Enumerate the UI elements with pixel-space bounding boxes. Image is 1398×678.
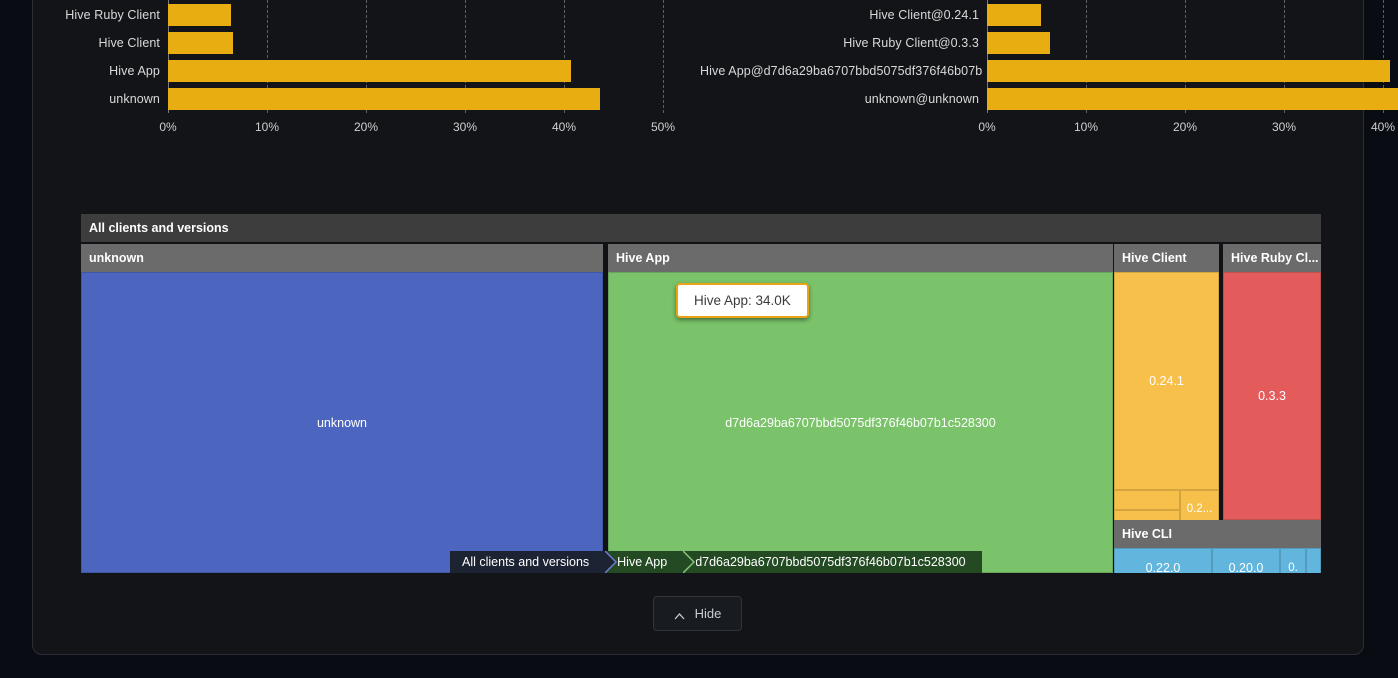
- bar-row[interactable]: Hive App: [60, 57, 680, 85]
- treemap-cell[interactable]: unknown: [81, 272, 603, 573]
- bar[interactable]: [987, 60, 1390, 82]
- gridline: [1383, 0, 1384, 113]
- breadcrumb-item[interactable]: All clients and versions: [450, 551, 619, 573]
- chart-client-versions-ticks: 0%10%20%30%40%50%: [700, 120, 1395, 138]
- axis-tick-label: 30%: [1271, 120, 1297, 134]
- treemap-group-body: 0.22.0 0.20.0 0.: [1114, 548, 1321, 573]
- treemap[interactable]: All clients and versions unknown unknown…: [81, 214, 1321, 573]
- breadcrumb-item[interactable]: d7d6a29ba6707bbd5075df376f46b07b1c528300: [683, 551, 982, 573]
- axis-tick-label: 20%: [1172, 120, 1198, 134]
- breadcrumb-item-label: Hive App: [617, 555, 668, 569]
- bar-category-label: Hive Ruby Client@0.3.3: [843, 36, 979, 50]
- bar-category-label: Hive App@d7d6a29ba6707bbd5075df376f46b07…: [700, 64, 983, 78]
- bar-category-label: unknown@unknown: [864, 92, 979, 106]
- gridline: [1086, 0, 1087, 113]
- treemap-group-hive-app[interactable]: Hive App d7d6a29ba6707bbd5075df376f46b07…: [608, 244, 1113, 573]
- treemap-group-header: Hive Client: [1114, 244, 1219, 272]
- treemap-cell[interactable]: [1114, 510, 1180, 520]
- treemap-group-unknown[interactable]: unknown unknown: [81, 244, 603, 573]
- chart-clients-ticks: 0% 10% 20% 30% 40% 50%: [60, 120, 680, 138]
- axis-tick-label: 40%: [1370, 120, 1396, 134]
- treemap-group-body: 0.24.1 0.2...: [1114, 272, 1219, 520]
- hide-button-label: Hide: [694, 606, 722, 621]
- treemap-group-header: Hive App: [608, 244, 1113, 272]
- treemap-group-hive-cli[interactable]: Hive CLI 0.22.0 0.20.0 0.: [1114, 520, 1321, 573]
- chart-clients: Hive Ruby Client Hive Client Hive App unkno…: [60, 0, 680, 145]
- bar-row[interactable]: Hive Client@0.24.1: [700, 1, 1330, 29]
- breadcrumb-chevron-icon: [605, 551, 619, 573]
- treemap-group-header: unknown: [81, 244, 603, 272]
- treemap-cell[interactable]: 0.: [1280, 548, 1306, 573]
- treemap-group-body: d7d6a29ba6707bbd5075df376f46b07b1c528300: [608, 272, 1113, 573]
- bar-category-label: Hive Ruby Client: [65, 8, 160, 22]
- treemap-cell[interactable]: [1114, 490, 1180, 510]
- breadcrumb-item-label: d7d6a29ba6707bbd5075df376f46b07b1c528300: [695, 555, 966, 569]
- gridline: [267, 0, 268, 113]
- axis-tick-label: 0%: [978, 120, 996, 134]
- axis-tick-label: 30%: [452, 120, 478, 134]
- treemap-cell[interactable]: 0.22.0: [1114, 548, 1212, 573]
- axis-tick-label: 10%: [254, 120, 280, 134]
- bar[interactable]: [987, 4, 1042, 26]
- y-axis-line: [168, 0, 169, 113]
- axis-tick-label: 0%: [159, 120, 177, 134]
- bar-row[interactable]: Hive Ruby Client@0.3.3: [700, 29, 1330, 57]
- chart-client-versions-plot: Hive Client@0.24.1 Hive Ruby Client@0.3.3…: [700, 0, 1398, 113]
- breadcrumb-item-label: All clients and versions: [462, 555, 590, 569]
- axis-tick-label: 50%: [650, 120, 676, 134]
- bar-category-label: Hive Client: [98, 36, 160, 50]
- bar-category-label: unknown: [109, 92, 160, 106]
- gridline: [1284, 0, 1285, 113]
- bar-charts-region: Hive Ruby Client Hive Client Hive App unkno…: [0, 0, 1398, 145]
- bar[interactable]: [168, 4, 232, 26]
- breadcrumb-item[interactable]: Hive App: [605, 551, 697, 573]
- gridline: [1185, 0, 1186, 113]
- bar-category-label: Hive Client@0.24.1: [869, 8, 979, 22]
- treemap-title: All clients and versions: [81, 214, 1321, 242]
- treemap-group-header: Hive CLI: [1114, 520, 1321, 548]
- treemap-cell[interactable]: 0.3.3: [1223, 272, 1321, 520]
- bar[interactable]: [168, 32, 234, 54]
- treemap-cell[interactable]: 0.24.1: [1114, 272, 1219, 490]
- treemap-cell[interactable]: [1306, 548, 1321, 573]
- chevron-up-icon: [674, 609, 685, 620]
- treemap-group-hive-ruby-client[interactable]: Hive Ruby Cl... 0.3.3: [1223, 244, 1321, 520]
- gridline: [366, 0, 367, 113]
- bar-row[interactable]: unknown: [60, 85, 680, 113]
- treemap-cell[interactable]: d7d6a29ba6707bbd5075df376f46b07b1c528300: [608, 272, 1113, 573]
- y-axis-line: [987, 0, 988, 113]
- chart-clients-plot: Hive Ruby Client Hive Client Hive App unkno…: [60, 0, 680, 113]
- bar[interactable]: [987, 88, 1398, 110]
- bar-row[interactable]: Hive Client: [60, 29, 680, 57]
- axis-tick-label: 40%: [551, 120, 577, 134]
- hide-button[interactable]: Hide: [653, 596, 742, 631]
- treemap-cell[interactable]: 0.20.0: [1212, 548, 1280, 573]
- gridline: [465, 0, 466, 113]
- treemap-cell[interactable]: 0.2...: [1180, 490, 1219, 520]
- bar[interactable]: [168, 60, 571, 82]
- bar[interactable]: [987, 32, 1051, 54]
- treemap-group-header: Hive Ruby Cl...: [1223, 244, 1321, 272]
- bar-category-label: Hive App: [109, 64, 160, 78]
- gridline: [564, 0, 565, 113]
- bar-row[interactable]: Hive Ruby Client: [60, 1, 680, 29]
- breadcrumb-chevron-icon: [683, 551, 697, 573]
- gridline: [663, 0, 664, 113]
- axis-tick-label: 20%: [353, 120, 379, 134]
- breadcrumb[interactable]: All clients and versions Hive App d7d6a29b…: [450, 551, 982, 573]
- axis-tick-label: 10%: [1073, 120, 1099, 134]
- treemap-group-hive-client[interactable]: Hive Client 0.24.1 0.2...: [1114, 244, 1219, 520]
- treemap-group-body: unknown: [81, 272, 603, 573]
- treemap-group-body: 0.3.3: [1223, 272, 1321, 520]
- chart-client-versions: Hive Client@0.24.1 Hive Ruby Client@0.3.3…: [700, 0, 1398, 145]
- bar-row[interactable]: Hive App@d7d6a29ba6707bbd5075df376f46b07…: [700, 57, 1390, 85]
- bar[interactable]: [168, 88, 600, 110]
- treemap-tooltip: Hive App: 34.0K: [676, 283, 809, 318]
- bar-row[interactable]: unknown@unknown: [700, 85, 1398, 113]
